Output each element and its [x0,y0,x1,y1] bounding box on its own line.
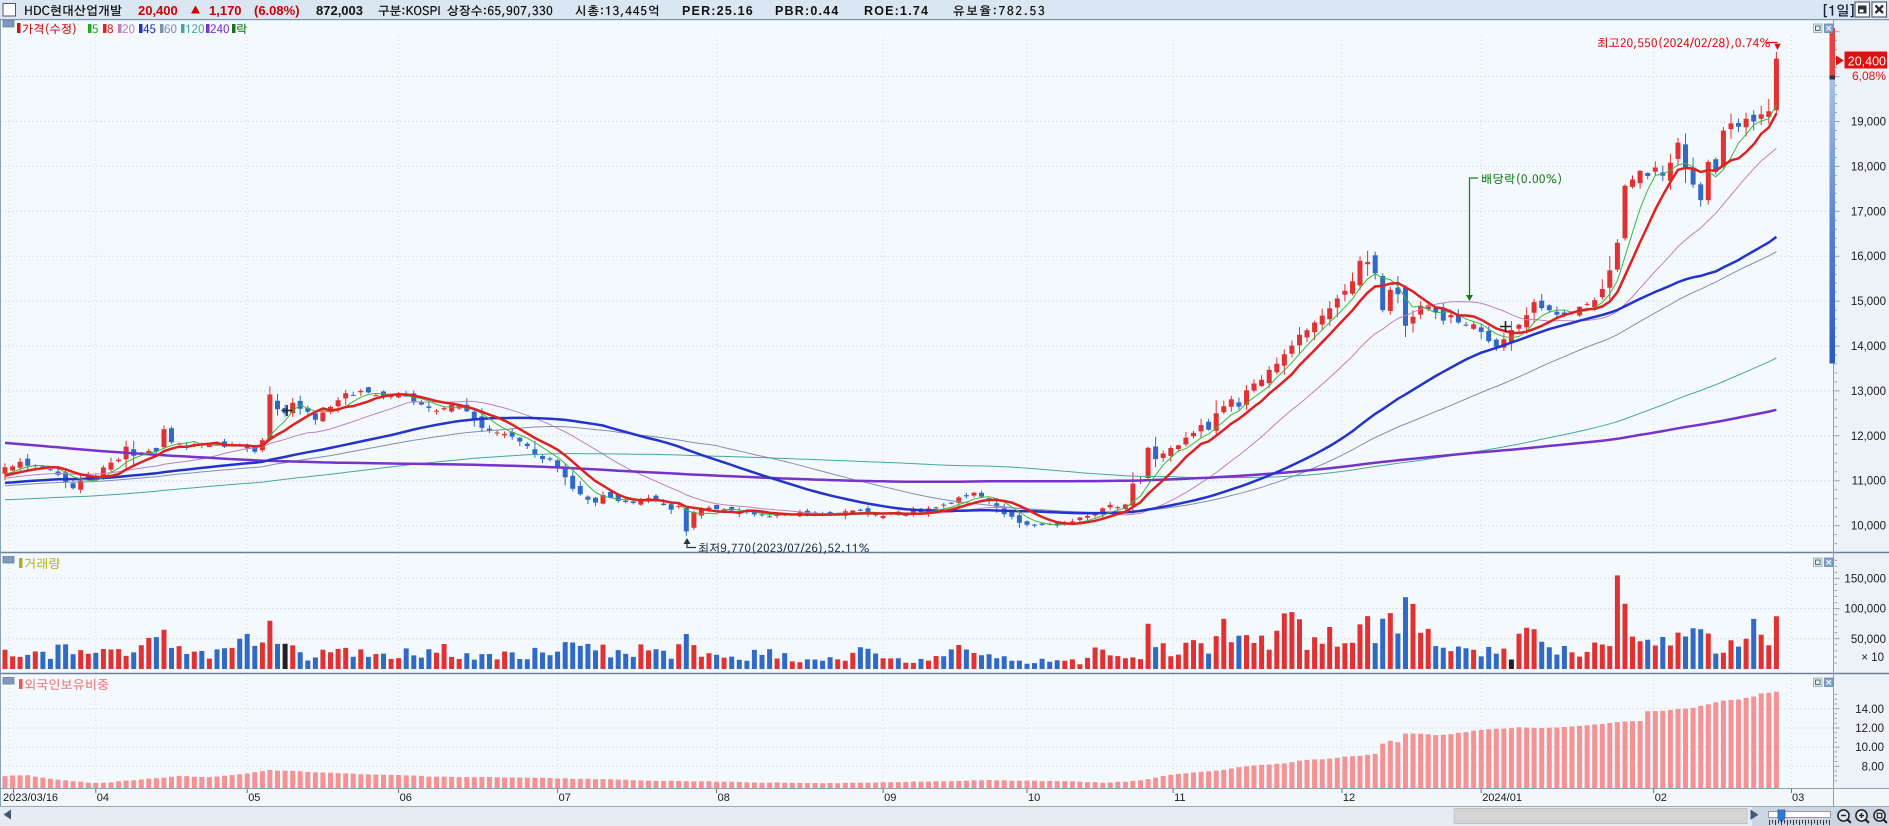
svg-text:10: 10 [1028,792,1040,804]
svg-text:× 10: × 10 [1861,652,1884,664]
svg-text:100,000: 100,000 [1844,604,1886,616]
svg-text:06: 06 [400,792,412,804]
svg-text:02: 02 [1655,792,1667,804]
svg-text:09: 09 [884,792,896,804]
svg-text:15,000: 15,000 [1851,296,1886,308]
svg-text:05: 05 [248,792,260,804]
svg-text:19,000: 19,000 [1851,117,1886,129]
svg-text:08: 08 [718,792,730,804]
svg-text:10.00: 10.00 [1855,742,1884,754]
svg-text:07: 07 [559,792,571,804]
svg-text:12: 12 [1343,792,1355,804]
svg-text:17,000: 17,000 [1851,206,1886,218]
svg-text:50,000: 50,000 [1851,634,1886,646]
svg-text:PBR:0.44: PBR:0.44 [775,4,839,18]
svg-text:(6.08%): (6.08%) [254,3,300,18]
svg-text:03: 03 [1792,792,1804,804]
svg-text:150,000: 150,000 [1844,573,1886,585]
svg-text:10,000: 10,000 [1851,521,1886,533]
svg-text:16,000: 16,000 [1851,251,1886,263]
svg-text:18,000: 18,000 [1851,161,1886,173]
svg-text:20,400: 20,400 [138,3,178,18]
svg-text:14,000: 14,000 [1851,341,1886,353]
svg-text:ROE:1.74: ROE:1.74 [864,4,929,18]
svg-text:2023/03/16: 2023/03/16 [3,792,58,804]
svg-text:12.00: 12.00 [1855,723,1884,735]
svg-text:14.00: 14.00 [1855,704,1884,716]
svg-text:2024/01: 2024/01 [1482,792,1522,804]
svg-text:20,400: 20,400 [1848,55,1886,69]
svg-text:8.00: 8.00 [1862,761,1884,773]
svg-text:6,08%: 6,08% [1852,69,1886,83]
svg-text:13,000: 13,000 [1851,386,1886,398]
svg-text:04: 04 [97,792,109,804]
svg-text:11: 11 [1174,792,1185,804]
svg-text:872,003: 872,003 [316,3,363,18]
svg-text:PER:25.16: PER:25.16 [682,4,754,18]
svg-text:1,170: 1,170 [209,3,242,18]
svg-text:12,000: 12,000 [1851,431,1886,443]
svg-text:11,000: 11,000 [1852,476,1886,488]
